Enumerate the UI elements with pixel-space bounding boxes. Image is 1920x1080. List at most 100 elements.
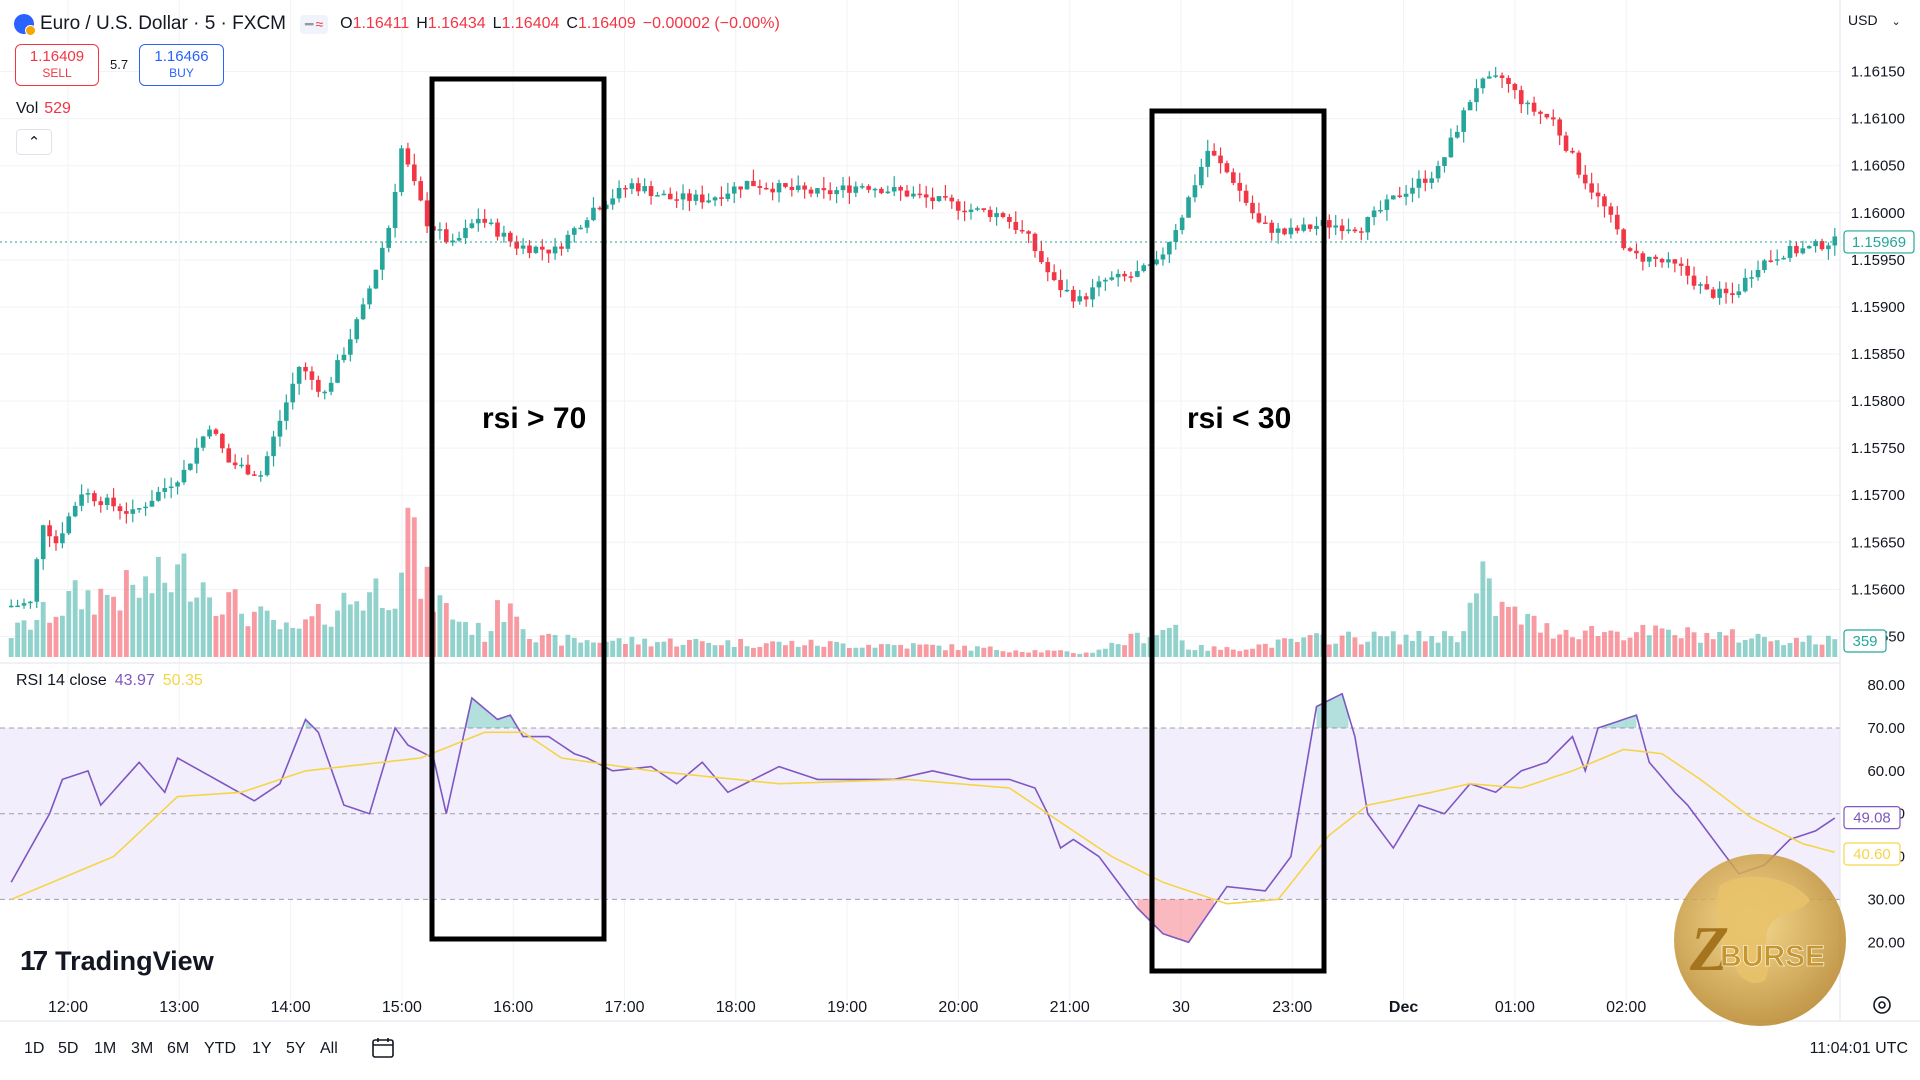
candle-body (885, 191, 891, 194)
tradingview-logo-text: TradingView (55, 945, 214, 976)
volume-bar (1218, 649, 1223, 657)
utc-clock[interactable]: 11:04:01 UTC (1809, 1040, 1908, 1057)
candle-body (277, 420, 283, 437)
volume-bar (1819, 644, 1825, 657)
volume-bar (495, 600, 500, 657)
volume-bar (693, 638, 699, 657)
candle-body (687, 193, 692, 201)
candle-body (1045, 262, 1051, 273)
rsi-legend[interactable]: RSI 14 close 43.97 50.35 (16, 672, 203, 690)
candle-body (1691, 275, 1697, 286)
candle-body (968, 209, 974, 213)
candle-body (591, 207, 596, 221)
volume-bar (1448, 636, 1454, 657)
volume-bar (226, 592, 232, 657)
candle-body (181, 469, 187, 483)
timeframe-all[interactable]: All (320, 1040, 338, 1057)
volume-bar (1576, 639, 1582, 657)
volume-bar (501, 622, 507, 657)
candle-body (610, 198, 615, 205)
buy-button[interactable]: 1.16466 BUY (139, 44, 224, 86)
candle-body (53, 536, 59, 544)
volume-bar (1691, 632, 1697, 657)
volume-bar (1723, 635, 1729, 657)
price-axis[interactable]: 1.161501.161001.160501.160001.159501.159… (0, 0, 1920, 1022)
timeframe-5d[interactable]: 5D (58, 1040, 79, 1057)
rsi-value: 43.97 (114, 672, 155, 689)
candle-body (1218, 155, 1223, 164)
zburse-watermark: Z BURSE (1674, 854, 1846, 1026)
candle-body (1224, 163, 1230, 173)
timeframe-6m[interactable]: 6M (167, 1040, 190, 1057)
candle-body (719, 197, 724, 199)
volume-bar (104, 594, 110, 657)
rsi-tick-label: 80.00 (1867, 677, 1905, 694)
volume-bar (930, 644, 936, 657)
candle-body (1384, 199, 1390, 211)
volume-bar (1422, 641, 1428, 657)
volume-bar (1678, 638, 1684, 657)
volume-bar (610, 640, 616, 657)
timeframe-3m[interactable]: 3M (131, 1040, 154, 1057)
volume-bar (347, 604, 353, 657)
continent-shape (1716, 876, 1810, 984)
sell-button[interactable]: 1.16409 SELL (15, 44, 99, 86)
tradingview-logo[interactable]: 17 TradingView (20, 944, 214, 978)
price-tick-label: 1.16050 (1851, 158, 1905, 175)
volume-bar (290, 627, 296, 657)
volume-bar (1282, 638, 1287, 657)
time-axis[interactable]: 12:00 13:00 14:00 15:00 16:00 17:00 18:00 19:00… (48, 999, 1646, 1016)
symbol-title[interactable]: Euro / U.S. Dollar · 5 · FXCM (40, 13, 286, 34)
candle-body (1352, 229, 1358, 232)
candle-body (437, 229, 443, 231)
collapse-legend-button[interactable]: ⌃ (16, 129, 52, 155)
volume-bar (1122, 645, 1127, 657)
volume-legend[interactable]: Vol 529 (16, 100, 71, 118)
candle-body (1032, 233, 1038, 252)
volume-bar (623, 643, 628, 657)
volume-bar (386, 610, 392, 657)
currency-selector[interactable]: USD ⌄ (1848, 12, 1920, 36)
volume-bar (283, 622, 289, 657)
gear-icon[interactable] (1870, 993, 1894, 1017)
candle-body (834, 190, 839, 195)
calendar-range-icon[interactable] (370, 1036, 396, 1060)
volume-bar (885, 644, 891, 657)
volume-bar (271, 619, 276, 657)
candle-body (840, 185, 846, 191)
eur-usd-flag-icon[interactable] (14, 14, 36, 36)
ohlc-open: O1.16411 (340, 15, 410, 32)
candle-body (1288, 227, 1294, 235)
volume-bar (98, 588, 104, 657)
rsi-tick-label: 60.00 (1867, 763, 1905, 780)
candle-body (1167, 242, 1172, 255)
candle-body (1064, 289, 1070, 292)
volume-bar (373, 578, 379, 657)
candle-body (1698, 284, 1703, 286)
volume-bar (1595, 636, 1601, 657)
candle-body (213, 429, 219, 434)
volume-bar (808, 639, 814, 657)
candle-body (783, 183, 788, 187)
timeframe-1m[interactable]: 1M (94, 1040, 117, 1057)
volume-bar (1429, 636, 1435, 657)
volume-bar (942, 650, 948, 657)
volume-bar (1416, 630, 1422, 657)
currency-label: USD (1848, 12, 1878, 28)
timeframe-ytd[interactable]: YTD (204, 1040, 236, 1057)
volume-bar (187, 601, 193, 657)
candle-body (693, 194, 699, 201)
time-tick-label: 30 (1172, 999, 1190, 1016)
candle-body (149, 500, 155, 507)
market-status-pill[interactable]: ━ ≈ (300, 14, 329, 34)
volume-bar (1774, 640, 1780, 657)
timeframe-5y[interactable]: 5Y (286, 1040, 306, 1057)
volume-bar (1205, 650, 1211, 657)
volume-bar (725, 640, 731, 657)
timeframe-1d[interactable]: 1D (24, 1040, 45, 1057)
rsi-value-tag-label: 40.60 (1853, 846, 1891, 863)
volume-bar (59, 615, 65, 657)
time-tick-label: 21:00 (1050, 999, 1090, 1016)
timeframe-1y[interactable]: 1Y (252, 1040, 272, 1057)
